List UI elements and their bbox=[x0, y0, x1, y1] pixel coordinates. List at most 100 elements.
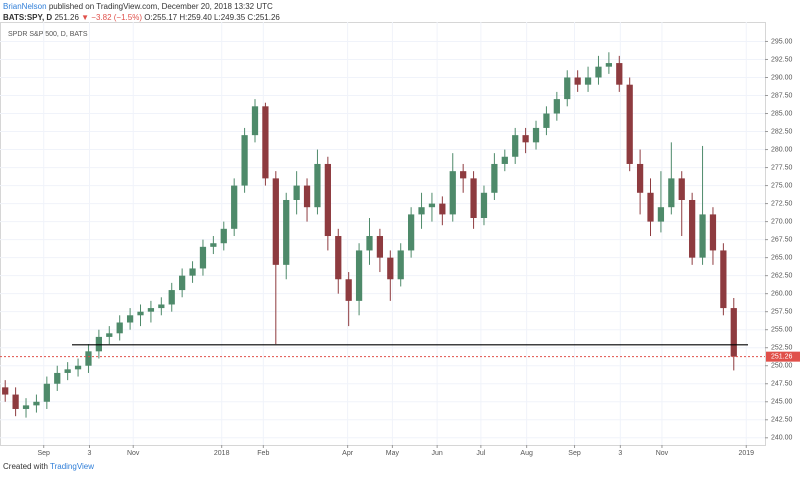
candle-body bbox=[12, 394, 19, 409]
x-tick-label: 2018 bbox=[214, 450, 230, 457]
candle-body bbox=[418, 207, 425, 215]
x-tick-label: Sep bbox=[568, 450, 581, 457]
candle-body bbox=[283, 199, 290, 265]
last: 251.26 bbox=[54, 13, 79, 22]
candle-body bbox=[532, 127, 540, 143]
candle-body bbox=[439, 203, 446, 215]
candle-body bbox=[158, 304, 165, 309]
candle-body bbox=[85, 351, 92, 366]
x-tick-label: Aug bbox=[520, 450, 533, 457]
candle-body bbox=[689, 199, 696, 258]
y-tick-label: 262.50 bbox=[771, 272, 793, 279]
candle-body bbox=[147, 308, 155, 312]
y-tick-label: 287.50 bbox=[771, 92, 793, 99]
last-price-box bbox=[766, 351, 800, 362]
x-tick-label: Apr bbox=[342, 450, 354, 457]
candle-body bbox=[210, 243, 217, 247]
y-tick-label: 245.00 bbox=[771, 399, 793, 406]
y-tick-label: 252.50 bbox=[771, 345, 793, 352]
candle-body bbox=[335, 236, 342, 280]
candle-body bbox=[33, 401, 40, 406]
y-tick-label: 295.00 bbox=[771, 38, 793, 45]
candle-body bbox=[43, 383, 50, 402]
candle-body bbox=[491, 163, 498, 193]
candle-body bbox=[678, 178, 685, 200]
candle-body bbox=[387, 257, 394, 280]
candle-body bbox=[480, 192, 488, 219]
footer-text: Created with bbox=[3, 462, 48, 471]
candle-body bbox=[251, 106, 259, 136]
candle-body bbox=[345, 279, 352, 301]
symbol: BATS:SPY, D bbox=[3, 13, 53, 22]
y-tick-label: 265.00 bbox=[771, 254, 793, 261]
candle-body bbox=[126, 315, 134, 323]
candle-body bbox=[189, 268, 196, 276]
candle-body bbox=[584, 77, 592, 85]
x-tick-label: 2019 bbox=[738, 450, 754, 457]
candle-body bbox=[460, 171, 467, 179]
candle-body bbox=[668, 178, 675, 208]
x-tick-label: Jun bbox=[431, 450, 442, 457]
published: published on TradingView.com, December 2… bbox=[48, 2, 273, 11]
y-tick-label: 255.00 bbox=[771, 327, 793, 334]
candle-body bbox=[293, 185, 300, 200]
change: ▼ −3.82 (−1.5%) bbox=[81, 13, 142, 22]
candle-body bbox=[324, 163, 331, 237]
y-tick-label: 260.00 bbox=[771, 291, 793, 298]
candle-body bbox=[179, 275, 186, 291]
candle-body bbox=[95, 336, 102, 352]
y-tick-label: 282.50 bbox=[771, 128, 793, 135]
candle-body bbox=[543, 113, 550, 128]
candle-body bbox=[137, 311, 144, 316]
x-tick-label: Feb bbox=[257, 450, 269, 457]
candle-body bbox=[553, 99, 560, 114]
candle-body bbox=[231, 185, 238, 229]
candle-body bbox=[616, 63, 623, 85]
candle-body bbox=[699, 214, 706, 258]
y-tick-label: 285.00 bbox=[771, 110, 793, 117]
y-tick-label: 257.50 bbox=[771, 309, 793, 316]
candle-body bbox=[730, 308, 737, 357]
y-tick-label: 290.00 bbox=[771, 74, 793, 81]
y-tick-label: 280.00 bbox=[771, 146, 793, 153]
candle-body bbox=[2, 387, 9, 395]
y-tick-label: 270.00 bbox=[771, 218, 793, 225]
candle-body bbox=[512, 135, 519, 157]
plot-frame bbox=[0, 22, 766, 446]
header: BrianNelson published on TradingView.com… bbox=[3, 1, 280, 23]
candle-body bbox=[116, 322, 123, 334]
candle-body bbox=[168, 290, 175, 305]
candle-body bbox=[564, 77, 571, 100]
author[interactable]: BrianNelson bbox=[3, 2, 47, 11]
candle-body bbox=[636, 163, 644, 193]
candle-body bbox=[501, 156, 508, 164]
x-tick-label: May bbox=[386, 450, 400, 457]
candle-body bbox=[241, 135, 248, 186]
candle-body bbox=[64, 369, 71, 373]
candle-body bbox=[199, 246, 207, 269]
candle-body bbox=[355, 250, 363, 301]
brand[interactable]: TradingView bbox=[50, 462, 95, 471]
candle-body bbox=[709, 214, 717, 251]
y-tick-label: 250.00 bbox=[771, 363, 793, 370]
footer: Created with TradingView bbox=[3, 462, 94, 471]
candle-body bbox=[22, 405, 30, 409]
y-tick-label: 272.50 bbox=[771, 200, 793, 207]
x-tick-label: Nov bbox=[656, 450, 669, 457]
candle-body bbox=[720, 250, 727, 309]
candle-body bbox=[595, 66, 602, 78]
candle-body bbox=[366, 236, 373, 251]
candle-body bbox=[220, 228, 227, 244]
chart: SPDR S&P 500, D, BATS 240.00 242.50 245.00… bbox=[0, 22, 800, 457]
header-line-1: BrianNelson published on TradingView.com… bbox=[3, 1, 280, 12]
candle-body bbox=[303, 185, 311, 208]
y-tick-label: 240.00 bbox=[771, 435, 793, 442]
candle-body bbox=[574, 77, 581, 85]
candle-body bbox=[272, 178, 279, 265]
y-tick-label: 275.00 bbox=[771, 182, 793, 189]
header-line-2: BATS:SPY, D 251.26 ▼ −3.82 (−1.5%) O:255… bbox=[3, 12, 280, 23]
candle-body bbox=[522, 135, 529, 143]
candle-body bbox=[449, 171, 456, 215]
candle-body bbox=[54, 372, 61, 384]
